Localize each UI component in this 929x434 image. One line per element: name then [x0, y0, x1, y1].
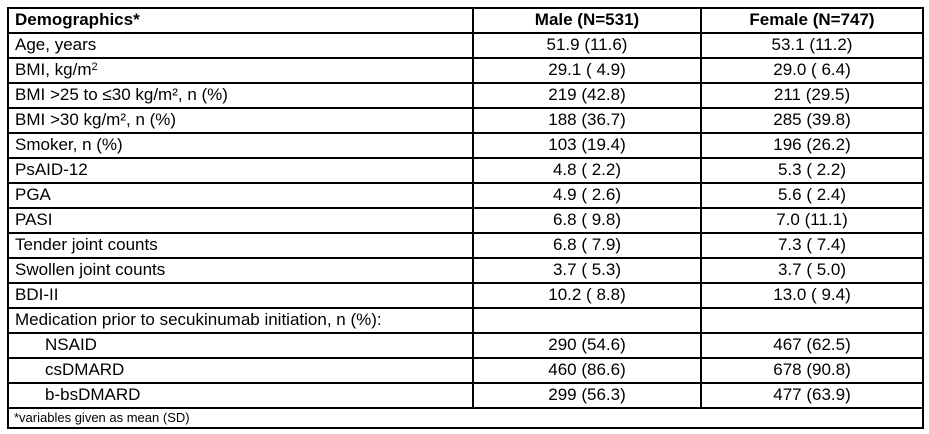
male-value: 188 (36.7) [472, 107, 702, 134]
female-value: 211 (29.5) [700, 82, 924, 109]
male-value: 6.8 ( 7.9) [472, 232, 702, 259]
female-value [700, 307, 924, 334]
table-row-pasi: PASI 6.8 ( 9.8) 7.0 (11.1) [7, 207, 924, 234]
table-row-swollen-joints: Swollen joint counts 3.7 ( 5.3) 3.7 ( 5.… [7, 257, 924, 284]
header-male: Male (N=531) [472, 7, 702, 34]
superscript: 2 [91, 61, 98, 73]
row-label: PsAID-12 [7, 157, 474, 184]
table-row-bmi-25-30: BMI >25 to ≤30 kg/m², n (%) 219 (42.8) 2… [7, 82, 924, 109]
table-row-bmi-30: BMI >30 kg/m², n (%) 188 (36.7) 285 (39.… [7, 107, 924, 134]
row-label: Tender joint counts [7, 232, 474, 259]
row-label: BDI-II [7, 282, 474, 309]
table-footnote-row: *variables given as mean (SD) [7, 407, 924, 429]
male-value: 4.9 ( 2.6) [472, 182, 702, 209]
male-value: 29.1 ( 4.9) [472, 57, 702, 84]
male-value: 6.8 ( 9.8) [472, 207, 702, 234]
female-value: 678 (90.8) [700, 357, 924, 384]
row-label: BMI >25 to ≤30 kg/m², n (%) [7, 82, 474, 109]
row-label: Medication prior to secukinumab initiati… [7, 307, 474, 334]
table-row-bbsdmard: b-bsDMARD 299 (56.3) 477 (63.9) [7, 382, 924, 409]
row-label: NSAID [7, 332, 474, 359]
female-value: 5.3 ( 2.2) [700, 157, 924, 184]
row-label: Swollen joint counts [7, 257, 474, 284]
male-value [472, 307, 702, 334]
male-value: 299 (56.3) [472, 382, 702, 409]
row-label: b-bsDMARD [7, 382, 474, 409]
female-value: 477 (63.9) [700, 382, 924, 409]
male-value: 4.8 ( 2.2) [472, 157, 702, 184]
male-value: 460 (86.6) [472, 357, 702, 384]
female-value: 285 (39.8) [700, 107, 924, 134]
table-row-age: Age, years 51.9 (11.6) 53.1 (11.2) [7, 32, 924, 59]
table-row-nsaid: NSAID 290 (54.6) 467 (62.5) [7, 332, 924, 359]
female-value: 53.1 (11.2) [700, 32, 924, 59]
male-value: 10.2 ( 8.8) [472, 282, 702, 309]
male-value: 3.7 ( 5.3) [472, 257, 702, 284]
female-value: 13.0 ( 9.4) [700, 282, 924, 309]
male-value: 103 (19.4) [472, 132, 702, 159]
table-row-psaid12: PsAID-12 4.8 ( 2.2) 5.3 ( 2.2) [7, 157, 924, 184]
male-value: 51.9 (11.6) [472, 32, 702, 59]
female-value: 7.0 (11.1) [700, 207, 924, 234]
row-label: PGA [7, 182, 474, 209]
table-row-csdmard: csDMARD 460 (86.6) 678 (90.8) [7, 357, 924, 384]
header-female: Female (N=747) [700, 7, 924, 34]
female-value: 7.3 ( 7.4) [700, 232, 924, 259]
demographics-table: Demographics* Male (N=531) Female (N=747… [7, 7, 924, 429]
male-value: 290 (54.6) [472, 332, 702, 359]
row-label: Smoker, n (%) [7, 132, 474, 159]
row-label: csDMARD [7, 357, 474, 384]
female-value: 196 (26.2) [700, 132, 924, 159]
table-header-row: Demographics* Male (N=531) Female (N=747… [7, 7, 924, 34]
male-value: 219 (42.8) [472, 82, 702, 109]
table-row-smoker: Smoker, n (%) 103 (19.4) 196 (26.2) [7, 132, 924, 159]
female-value: 29.0 ( 6.4) [700, 57, 924, 84]
table-footnote: *variables given as mean (SD) [7, 407, 924, 429]
row-label-text: BMI, kg/m [15, 60, 92, 79]
table-row-tender-joints: Tender joint counts 6.8 ( 7.9) 7.3 ( 7.4… [7, 232, 924, 259]
table-row-bmi: BMI, kg/m2 29.1 ( 4.9) 29.0 ( 6.4) [7, 57, 924, 84]
row-label: BMI >30 kg/m², n (%) [7, 107, 474, 134]
female-value: 5.6 ( 2.4) [700, 182, 924, 209]
row-label: Age, years [7, 32, 474, 59]
table-row-medication-header: Medication prior to secukinumab initiati… [7, 307, 924, 334]
female-value: 467 (62.5) [700, 332, 924, 359]
header-demographics: Demographics* [7, 7, 474, 34]
table-row-bdi2: BDI-II 10.2 ( 8.8) 13.0 ( 9.4) [7, 282, 924, 309]
female-value: 3.7 ( 5.0) [700, 257, 924, 284]
row-label: PASI [7, 207, 474, 234]
table-row-pga: PGA 4.9 ( 2.6) 5.6 ( 2.4) [7, 182, 924, 209]
row-label: BMI, kg/m2 [7, 57, 474, 84]
